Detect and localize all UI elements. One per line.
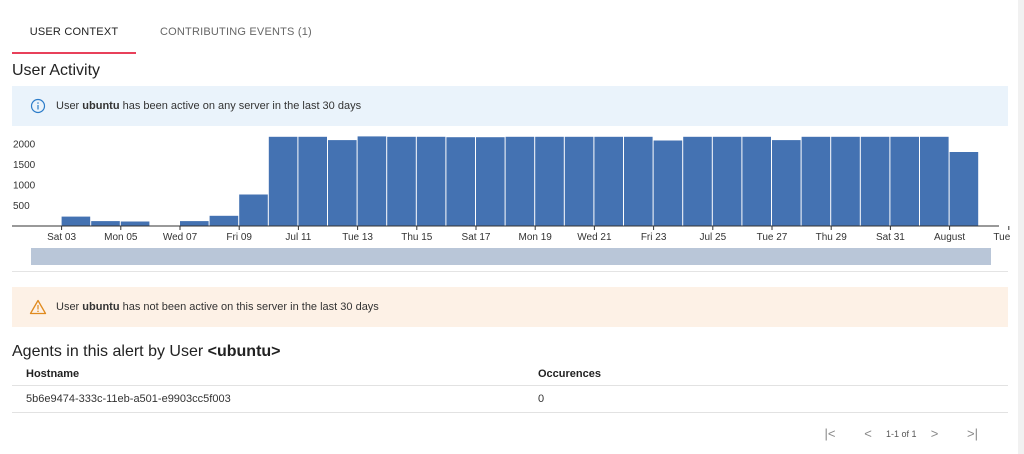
tab-bar: USER CONTEXT CONTRIBUTING EVENTS (1) <box>12 14 326 54</box>
bar[interactable] <box>890 136 919 226</box>
bar[interactable] <box>328 140 357 226</box>
bar[interactable] <box>831 136 860 226</box>
table-row[interactable]: 5b6e9474-333c-11eb-a501-e9903cc5f003 0 <box>12 386 1008 413</box>
x-tick-label: Tue 13 <box>342 232 373 243</box>
warning-prefix: User <box>56 301 83 313</box>
bar[interactable] <box>860 136 890 226</box>
bar[interactable] <box>268 136 298 226</box>
bar[interactable] <box>564 136 594 226</box>
warning-suffix: has not been active on this server in th… <box>119 301 379 313</box>
bar[interactable] <box>653 140 683 227</box>
x-tick-label: Sat 31 <box>876 232 905 243</box>
bar[interactable] <box>61 216 91 226</box>
x-tick-label: Thu 15 <box>401 232 433 243</box>
bars <box>61 136 979 227</box>
bar[interactable] <box>209 215 239 226</box>
warning-user: ubuntu <box>82 301 120 313</box>
divider <box>12 271 1008 272</box>
bar[interactable] <box>387 136 416 226</box>
tab-user-context[interactable]: USER CONTEXT <box>12 14 136 54</box>
bar[interactable] <box>801 136 831 226</box>
x-tick-label: Sat 03 <box>47 232 76 243</box>
x-tick-label: Thu 29 <box>816 232 848 243</box>
x-tick-label: Tue 27 <box>757 232 788 243</box>
tab-contributing-events[interactable]: CONTRIBUTING EVENTS (1) <box>160 26 312 38</box>
x-tick-label: Jul 11 <box>285 232 311 243</box>
info-user: ubuntu <box>82 100 120 112</box>
info-suffix: has been active on any server in the las… <box>119 100 362 112</box>
bar[interactable] <box>357 136 387 226</box>
bar[interactable] <box>712 136 742 226</box>
y-tick-label: 500 <box>13 201 30 212</box>
first-page-icon[interactable]: |< <box>824 426 836 441</box>
x-tick-label: Fri 09 <box>226 232 252 243</box>
x-tick-label: Jul 25 <box>699 232 726 243</box>
bar[interactable] <box>742 136 771 226</box>
warning-banner: User ubuntu has not been active on this … <box>12 287 1008 327</box>
occurrences-cell: 0 <box>538 393 545 405</box>
bar[interactable] <box>594 136 623 226</box>
bar[interactable] <box>239 194 268 227</box>
prev-page-icon[interactable]: < <box>864 426 872 441</box>
bar[interactable] <box>949 152 979 226</box>
info-prefix: User <box>56 100 83 112</box>
activity-chart: 500 1000 1500 2000 Sat 03 Mon 05 Wed 07 Fri 09… <box>12 136 1010 243</box>
x-tick-label: Mon 19 <box>519 232 553 243</box>
bar[interactable] <box>180 221 209 226</box>
pagination: |< < 1-1 of 1 > >| <box>820 426 983 441</box>
info-icon <box>28 96 48 116</box>
user-activity-title: User Activity <box>12 62 101 79</box>
chart-range-scrollbar[interactable] <box>31 248 991 265</box>
column-header-occurrences[interactable]: Occurences <box>538 367 601 380</box>
agents-title-prefix: Agents in this alert by User <box>12 343 208 360</box>
x-axis: Sat 03 Mon 05 Wed 07 Fri 09 Jul 11 Tue 13 Thu … <box>47 226 1010 243</box>
last-page-icon[interactable]: >| <box>967 426 979 441</box>
info-banner: User ubuntu has been active on any serve… <box>12 86 1008 126</box>
x-tick-label: August <box>934 232 965 243</box>
table-header: Hostname Occurences <box>12 362 1008 386</box>
x-tick-label: Fri 23 <box>641 232 667 243</box>
x-tick-label: Mon 05 <box>104 232 138 243</box>
bar[interactable] <box>446 137 475 226</box>
bar[interactable] <box>120 221 150 227</box>
bar[interactable] <box>91 221 120 226</box>
y-tick-label: 1500 <box>13 160 36 171</box>
y-tick-label: 1000 <box>13 181 36 192</box>
agents-table: Hostname Occurences 5b6e9474-333c-11eb-a… <box>12 362 1008 413</box>
bar[interactable] <box>920 136 949 226</box>
agents-title: Agents in this alert by User <ubuntu> <box>12 343 281 361</box>
page-scrollbar[interactable] <box>1018 0 1024 454</box>
bar[interactable] <box>535 136 564 226</box>
x-tick-label: Sat 17 <box>462 232 491 243</box>
y-tick-label: 2000 <box>13 140 36 151</box>
bar[interactable] <box>298 136 327 226</box>
next-page-icon[interactable]: > <box>930 426 939 441</box>
bar[interactable] <box>476 137 505 226</box>
x-tick-label: Wed 07 <box>163 232 198 243</box>
bar[interactable] <box>683 136 712 226</box>
bar[interactable] <box>772 140 801 226</box>
hostname-cell: 5b6e9474-333c-11eb-a501-e9903cc5f003 <box>26 393 231 405</box>
column-header-hostname[interactable]: Hostname <box>26 367 80 380</box>
bar[interactable] <box>624 136 653 226</box>
warning-icon <box>28 297 48 317</box>
x-tick-label: Wed 21 <box>577 232 612 243</box>
x-tick-label: Tue 03 <box>993 232 1010 243</box>
pagination-info: 1-1 of 1 <box>886 428 917 439</box>
y-axis: 500 1000 1500 2000 <box>13 140 36 212</box>
bar[interactable] <box>416 136 446 226</box>
agents-title-user: <ubuntu> <box>207 343 281 360</box>
bar[interactable] <box>505 136 535 226</box>
